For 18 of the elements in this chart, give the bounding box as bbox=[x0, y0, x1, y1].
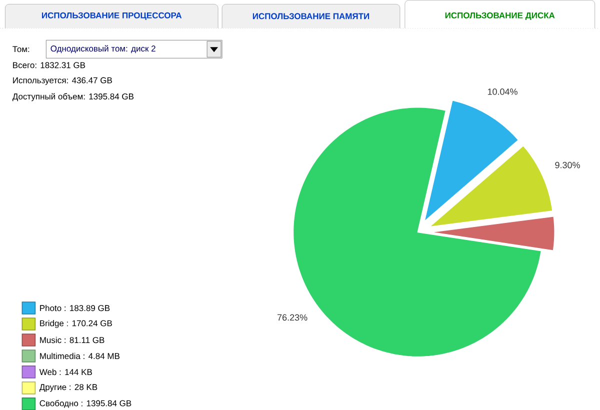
legend-label: Multimedia : 4.84 MB bbox=[40, 352, 120, 359]
text: Том: bbox=[12, 46, 30, 52]
data-label: 10.04% bbox=[488, 88, 518, 95]
data-label: 9.30% bbox=[555, 162, 580, 168]
text: ИСПОЛЬЗОВАНИЕ ДИСКА bbox=[445, 12, 555, 20]
legend-label: Web : 144 KB bbox=[39, 368, 92, 375]
text: Всего: 1832.31 GB bbox=[13, 62, 86, 68]
text: ИСПОЛЬЗОВАНИЕ ПРОЦЕССОРА bbox=[42, 12, 182, 20]
text: Однодисковый том: диск 2 bbox=[50, 45, 156, 54]
legend-label: Music : 81.11 GB bbox=[40, 336, 104, 343]
legend-label: Другие : 28 KB bbox=[39, 384, 98, 392]
text: Доступный объем: 1395.84 GB bbox=[12, 92, 134, 102]
text: ИСПОЛЬЗОВАНИЕ ПАМЯТИ bbox=[252, 13, 370, 20]
text: Используется: 436.47 GB bbox=[13, 77, 112, 85]
data-label: 76.23% bbox=[278, 314, 308, 320]
legend-label: Bridge : 170.24 GB bbox=[40, 320, 112, 328]
legend-label: Свободно : 1395.84 GB bbox=[40, 400, 132, 408]
legend-label: Photo : 183.89 GB bbox=[40, 304, 110, 311]
